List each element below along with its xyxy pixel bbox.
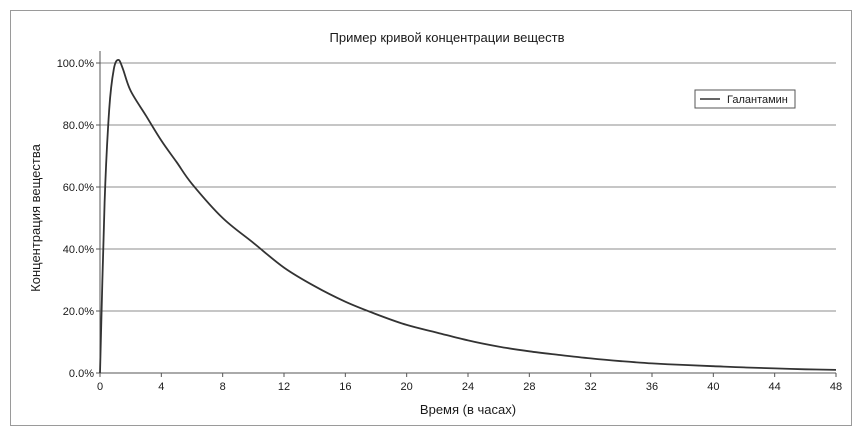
legend: Галантамин [694,89,796,109]
x-tick-label-9: 36 [646,381,658,393]
x-tick-label-1: 4 [158,381,164,393]
grid-lines [100,62,836,312]
x-tick-label-3: 12 [278,381,290,393]
chart-title: Пример кривой концентрации веществ [330,30,565,45]
y-axis-label: Концентрация вещества [28,143,43,291]
y-tick-label-4: 80.0% [63,120,94,132]
x-tick-label-2: 8 [220,381,226,393]
y-tick-label-5: 100.0% [57,58,95,70]
x-axis-label: Время (в часах) [420,402,516,417]
series-line-0 [99,58,837,374]
x-tick-labels: 0 4 8 12 16 20 24 28 32 36 40 44 48 [97,373,842,393]
x-tick-label-7: 28 [523,381,535,393]
chart-frame [10,10,852,426]
x-tick-label-5: 20 [401,381,413,393]
x-tick-label-12: 48 [830,381,842,393]
legend-entry-galantamine: Галантамин [727,94,788,106]
x-tick-label-8: 32 [585,381,597,393]
y-tick-label-0: 0.0% [69,368,94,380]
y-tick-label-1: 20.0% [63,306,94,318]
y-tick-label-2: 40.0% [63,244,94,256]
x-tick-label-4: 16 [339,381,351,393]
legend-box [694,89,796,109]
x-tick-label-0: 0 [97,381,103,393]
y-tick-label-3: 60.0% [63,182,94,194]
x-tick-label-11: 44 [769,381,781,393]
y-tick-labels: 0.0% 20.0% 40.0% 60.0% 80.0% 100.0% [57,58,100,380]
x-tick-label-6: 24 [462,381,474,393]
x-tick-label-10: 40 [707,381,719,393]
series-lines [99,58,837,374]
